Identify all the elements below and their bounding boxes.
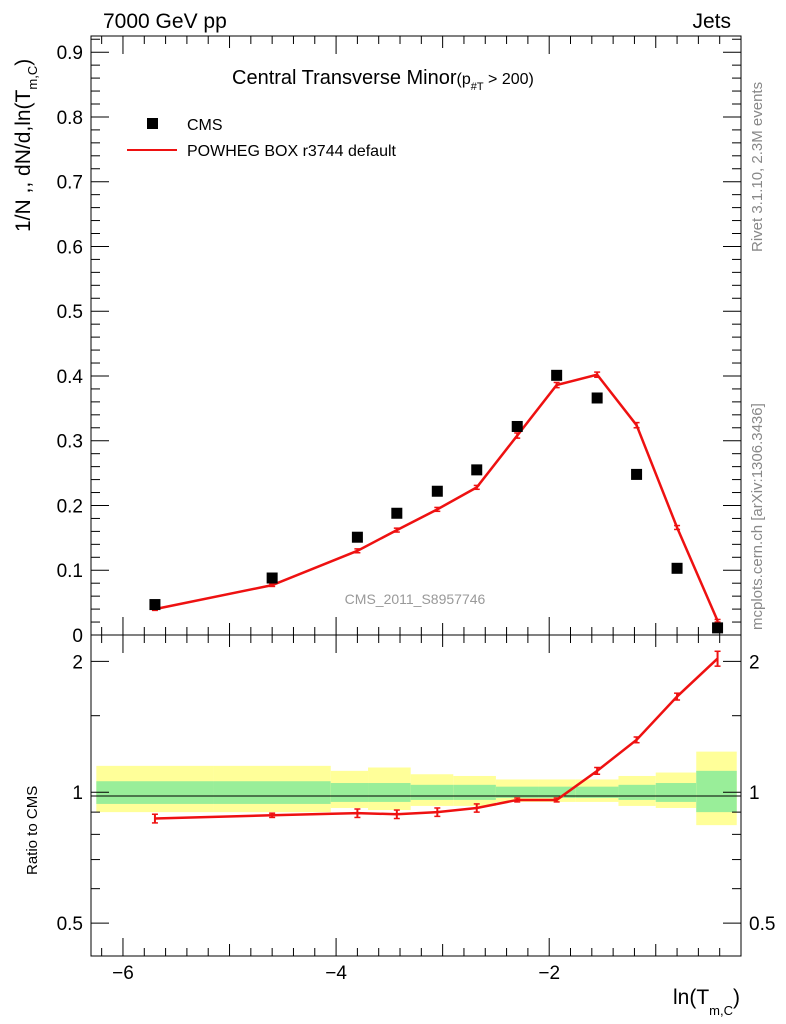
- main-y-tick-label: 0.7: [57, 173, 83, 194]
- legend-cms-label: CMS: [187, 117, 223, 134]
- main-cms-point: [712, 622, 724, 634]
- x-axis-label: ln(Tm,C): [673, 986, 740, 1018]
- main-cms-point: [591, 392, 603, 404]
- main-cms-point: [266, 572, 278, 584]
- main-y-tick-label: 0.5: [57, 302, 83, 323]
- x-axis-ticks: −6 −4 −2: [101, 36, 742, 984]
- main-y-tick-label: 0.9: [57, 43, 83, 64]
- main-cms-series: [149, 369, 724, 634]
- rivet-version-label: Rivet 3.1.10, 2.3M events: [749, 82, 766, 252]
- x-tick-label: −4: [325, 963, 347, 984]
- ratio-y-tick-label-right: 0.5: [749, 914, 775, 935]
- main-cms-point: [149, 599, 161, 611]
- main-cms-point: [471, 464, 483, 476]
- main-mc-series: [151, 371, 721, 623]
- main-cms-point: [631, 468, 643, 480]
- main-mc-line: [154, 373, 719, 622]
- main-y-axis-label: 1/N ,, dN/d,ln(Tm,C): [12, 59, 40, 232]
- ratio-y-tick-label: 0.5: [57, 914, 83, 935]
- main-y-tick-label: 0.2: [57, 496, 83, 517]
- main-cms-point: [671, 562, 683, 574]
- ratio-uncertainty-bands: [96, 751, 737, 826]
- ratio-inner-band: [655, 783, 697, 802]
- ratio-y-axis-label: Ratio to CMS: [24, 786, 41, 875]
- main-y-tick-label: 0.4: [57, 367, 84, 388]
- main-y-tick-label: 0.1: [57, 561, 83, 582]
- main-cms-point: [351, 531, 363, 543]
- ratio-y-tick-label: 2: [72, 652, 83, 673]
- ratio-inner-band: [696, 770, 737, 813]
- ratio-mc-series: [151, 650, 721, 824]
- main-y-tick-label: 0.8: [57, 108, 83, 129]
- ratio-y-tick-label: 1: [72, 783, 83, 804]
- ratio-inner-band: [575, 786, 619, 798]
- ratio-inner-band: [330, 783, 369, 802]
- ratio-y-tick-label-right: 1: [749, 783, 760, 804]
- ratio-inner-band: [618, 784, 656, 800]
- ratio-inner-band: [368, 783, 411, 802]
- ratio-mc-line: [154, 657, 719, 820]
- legend: CMS POWHEG BOX r3744 default: [127, 117, 397, 160]
- main-plot-title: Central Transverse Minor(p#T > 200): [232, 67, 534, 93]
- ratio-inner-band: [538, 786, 576, 798]
- legend-mc-label: POWHEG BOX r3744 default: [187, 143, 397, 160]
- ratio-y-axis-ticks: 0.5 0.5 1 1 2 2: [57, 652, 776, 935]
- ratio-inner-band: [453, 784, 496, 800]
- main-y-tick-label: 0: [72, 626, 83, 647]
- main-y-axis-ticks: 0 0.1 0.2 0.3 0.4 0.5 0.6 0.7 0.8 0.9: [57, 38, 741, 647]
- ratio-y-tick-label-right: 2: [749, 652, 760, 673]
- x-tick-label: −6: [112, 963, 134, 984]
- main-cms-point: [511, 420, 523, 432]
- main-y-tick-label: 0.6: [57, 237, 83, 258]
- mcplots-label: mcplots.cern.ch [arXiv:1306.3436]: [749, 403, 766, 630]
- ratio-inner-band: [495, 786, 539, 798]
- main-cms-point: [391, 507, 403, 519]
- ratio-inner-band: [410, 784, 454, 800]
- ratio-inner-band: [213, 781, 331, 804]
- main-y-tick-label: 0.3: [57, 432, 83, 453]
- ratio-panel-frame: [90, 634, 742, 957]
- main-cms-point: [431, 485, 443, 497]
- ratio-inner-band: [96, 781, 214, 804]
- legend-cms-marker: [147, 118, 158, 129]
- header-right-label: Jets: [692, 10, 731, 33]
- analysis-watermark: CMS_2011_S8957746: [345, 591, 486, 607]
- x-tick-label: −2: [538, 963, 560, 984]
- main-cms-point: [551, 369, 563, 381]
- header-left-label: 7000 GeV pp: [103, 10, 227, 33]
